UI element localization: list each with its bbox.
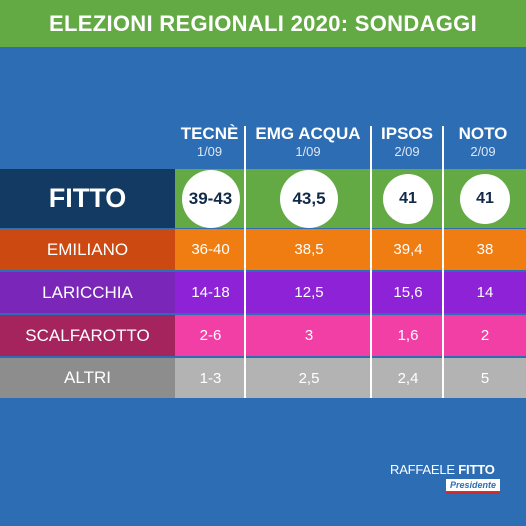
poll-value: 2	[444, 315, 526, 356]
poll-value: 39,4	[372, 229, 444, 270]
institute-date: 1/09	[295, 144, 321, 159]
logo-role: Presidente	[446, 479, 501, 491]
poll-value: 36-40	[175, 229, 246, 270]
header-tecne: TECNÈ 1/09	[175, 124, 244, 159]
poll-value: 1-3	[175, 358, 246, 398]
poll-cell: 39-43	[175, 169, 246, 228]
candidate-row-emiliano: EMILIANO 36-40 38,5 39,4 38	[0, 229, 526, 270]
institute-date: 2/09	[394, 144, 420, 159]
poll-value: 3	[246, 315, 372, 356]
poll-value: 2-6	[175, 315, 246, 356]
poll-value: 14-18	[175, 272, 246, 313]
logo-first-name: RAFFAELE	[390, 462, 455, 477]
raffaele-fitto-logo: RAFFAELE FITTO Presidente	[390, 462, 510, 494]
poll-value: 38	[444, 229, 526, 270]
poll-value: 41	[460, 173, 510, 224]
institute-name: IPSOS	[381, 124, 433, 143]
poll-value: 39-43	[181, 169, 240, 228]
poll-cell: 43,5	[246, 169, 372, 228]
institute-date: 2/09	[470, 144, 496, 159]
institute-name: TECNÈ	[180, 124, 239, 143]
page-title: ELEZIONI REGIONALI 2020: SONDAGGI	[49, 10, 477, 36]
institute-date: 1/09	[196, 144, 223, 159]
poll-value: 2,4	[372, 358, 444, 398]
candidate-row-scalfarotto: SCALFAROTTO 2-6 3 1,6 2	[0, 315, 526, 356]
poll-cell: 41	[372, 169, 444, 228]
candidate-row-altri: ALTRI 1-3 2,5 2,4 5	[0, 358, 526, 398]
poll-value: 14	[444, 272, 526, 313]
institute-name: NOTO	[458, 124, 508, 143]
poll-value: 1,6	[372, 315, 444, 356]
column-divider	[370, 126, 372, 398]
column-divider	[442, 126, 444, 398]
candidate-name: SCALFAROTTO	[0, 315, 175, 356]
candidate-name: FITTO	[0, 169, 175, 228]
logo-underline	[446, 492, 500, 494]
candidate-row-fitto: FITTO 39-43 43,5 41 41	[0, 169, 526, 228]
poll-cell: 41	[444, 169, 526, 228]
title-bar: ELEZIONI REGIONALI 2020: SONDAGGI	[0, 0, 526, 47]
header-emg: EMG ACQUA 1/09	[246, 124, 370, 159]
poll-value: 38,5	[246, 229, 372, 270]
logo-last-name: FITTO	[458, 462, 495, 477]
poll-value: 43,5	[280, 169, 338, 228]
poll-value: 2,5	[246, 358, 372, 398]
candidate-name: ALTRI	[0, 358, 175, 398]
column-divider	[244, 126, 246, 398]
poll-value: 12,5	[246, 272, 372, 313]
poll-value: 41	[383, 173, 433, 224]
header-noto: NOTO 2/09	[444, 124, 522, 159]
institute-name: EMG ACQUA	[255, 124, 361, 143]
logo-name: RAFFAELE FITTO	[390, 462, 510, 477]
poll-value: 5	[444, 358, 526, 398]
candidate-name: LARICCHIA	[0, 272, 175, 313]
candidate-row-laricchia: LARICCHIA 14-18 12,5 15,6 14	[0, 272, 526, 313]
candidate-name: EMILIANO	[0, 229, 175, 270]
header-ipsos: IPSOS 2/09	[372, 124, 442, 159]
poll-value: 15,6	[372, 272, 444, 313]
